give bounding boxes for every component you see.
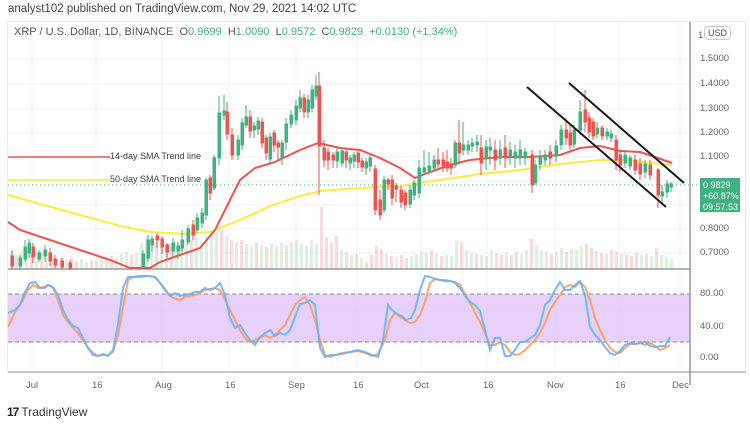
time-tick: Dec [672,380,689,391]
stoch-k-line [7,274,671,359]
price-tick: 1.3000 [700,103,730,114]
sma14-annotation-label: 14-day SMA Trend line [110,151,202,161]
change-value: +0.0130 (+1.34%) [369,26,458,38]
sma50-line [7,159,673,236]
currency-button[interactable]: USD [704,26,732,40]
tradingview-logo-icon: 17 [7,405,19,419]
time-tick: 16 [353,380,364,391]
close-value: 0.9829 [329,26,364,38]
last-price-tag: 0.9829 +60.87% 09:57:53 [700,178,740,212]
stoch-tick: 40.00 [700,321,724,332]
high-value: 1.0090 [235,26,270,38]
tradingview-branding[interactable]: 17 TradingView [7,405,87,419]
time-tick: 16 [483,380,494,391]
time-tick: Sep [288,380,305,391]
time-tick: 16 [92,380,103,391]
stoch-tick: 0.00 [700,352,719,363]
symbol-name: XRP / U.S. Dollar, 1D, BINANCE [14,26,174,38]
symbol-legend: XRP / U.S. Dollar, 1D, BINANCE O0.9699 H… [14,26,458,38]
price-tick: 1.2000 [700,127,730,138]
time-tick: 16 [615,380,626,391]
change-percent: +60.87% [703,191,739,201]
bar-countdown: 09:57:53 [703,202,739,212]
time-tick: Aug [155,380,172,391]
time-tick: Jul [26,380,39,391]
sma50-annotation-label: 50-day SMA Trend line [110,174,202,184]
price-tick: 1.5000 [700,53,730,64]
price-tick: 1.4000 [700,78,730,89]
volume-bars [10,207,673,269]
time-tick: Nov [547,380,564,391]
low-value: 0.9572 [281,26,316,38]
tradingview-brand: TradingView [21,405,88,419]
price-tick-top: 1 [698,30,704,41]
open-value: 0.9699 [188,26,222,38]
price-tick: 1.1000 [700,151,730,162]
publisher-line: analyst102 published on TradingView.com,… [8,3,357,15]
last-price: 0.9829 [703,180,731,190]
time-tick: Oct [414,380,429,391]
channel-lower-line[interactable] [526,86,667,208]
channel-upper-line[interactable] [568,82,685,184]
price-tick: 0.7000 [700,247,730,258]
stoch-tick: 80.00 [700,288,724,299]
sma14-line [7,141,673,269]
candles [10,72,673,270]
time-tick: 16 [225,380,236,391]
price-tick: 0.8000 [700,223,730,234]
